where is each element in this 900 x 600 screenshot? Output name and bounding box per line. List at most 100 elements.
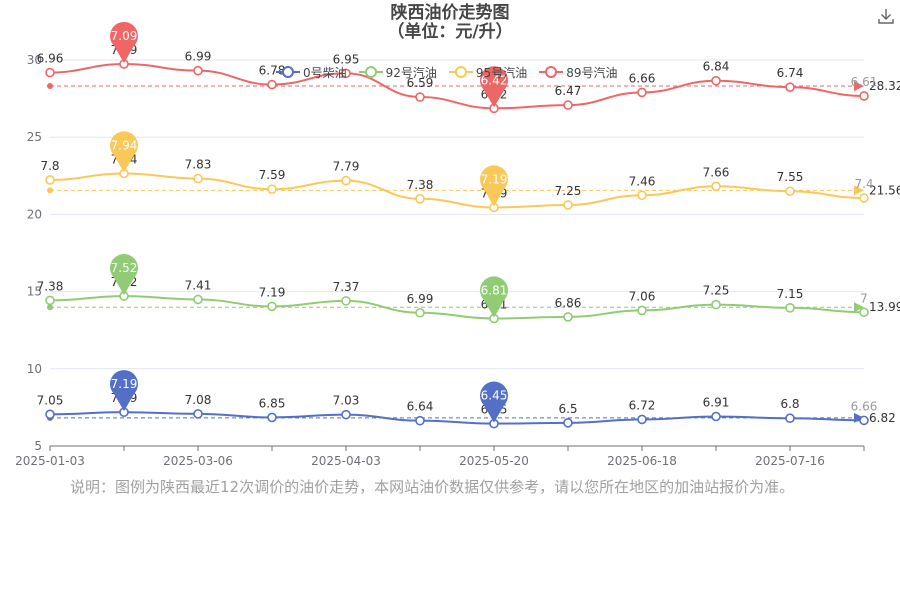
data-point bbox=[193, 173, 203, 184]
data-point bbox=[45, 409, 55, 420]
y-tick-label: 30 bbox=[27, 53, 42, 67]
data-point bbox=[637, 414, 647, 425]
series-4: 28.32 6.96 7.09 6.99 6.78 6.95 6.59 6.42 6.47 6.6… bbox=[37, 21, 900, 114]
data-label: 7.06 bbox=[629, 289, 656, 303]
data-point bbox=[45, 295, 55, 306]
data-point bbox=[415, 194, 425, 204]
max-markpoint: 7.19 bbox=[110, 370, 138, 412]
data-point bbox=[267, 79, 277, 90]
y-tick-label: 10 bbox=[27, 362, 42, 376]
average-line-arrow bbox=[854, 80, 864, 91]
average-line-label: 28.32 bbox=[869, 79, 900, 93]
data-point bbox=[341, 409, 351, 420]
max-markpoint: 7.52 bbox=[110, 254, 138, 296]
data-point bbox=[193, 65, 203, 76]
legend-item[interactable]: 89号汽油 bbox=[539, 64, 617, 81]
chart-title-unit: （单位：元/升） bbox=[387, 22, 513, 42]
min-markpoint: 7.19 bbox=[480, 165, 509, 207]
average-line-label: 13.99 bbox=[869, 300, 900, 314]
data-point bbox=[785, 413, 795, 424]
min-markpoint-label: 7.19 bbox=[481, 172, 508, 186]
data-point bbox=[711, 299, 721, 310]
average-line-arrow bbox=[854, 185, 864, 196]
data-point bbox=[563, 200, 573, 210]
legend-line-icon bbox=[276, 66, 300, 78]
average-line-label: 6.82 bbox=[869, 411, 896, 425]
data-label: 6.66 bbox=[851, 399, 878, 413]
data-point bbox=[711, 411, 721, 422]
data-point bbox=[859, 193, 869, 203]
data-label: 6.74 bbox=[777, 66, 804, 80]
data-label: 6.85 bbox=[259, 396, 286, 410]
y-tick-label: 5 bbox=[34, 439, 42, 453]
min-markpoint-label: 6.81 bbox=[481, 283, 508, 297]
data-point bbox=[859, 307, 869, 318]
x-tick-label: 2025-05-20 bbox=[459, 454, 529, 468]
data-point bbox=[785, 303, 795, 313]
data-point bbox=[193, 409, 203, 419]
download-icon[interactable] bbox=[876, 6, 896, 26]
legend-item[interactable]: 92号汽油 bbox=[358, 64, 437, 81]
data-label: 7.38 bbox=[407, 178, 434, 192]
data-label: 6.66 bbox=[629, 71, 656, 85]
data-label: 7.4 bbox=[854, 177, 873, 191]
average-line-label: 21.56 bbox=[869, 183, 900, 197]
data-label: 7 bbox=[860, 291, 868, 305]
max-markpoint-shape bbox=[110, 131, 138, 173]
legend-item[interactable]: 0号柴油 bbox=[276, 64, 347, 81]
min-markpoint-shape bbox=[479, 66, 508, 108]
data-label: 7.08 bbox=[185, 393, 212, 407]
data-label: 7.66 bbox=[703, 165, 730, 179]
data-label: 6.5 bbox=[558, 402, 577, 416]
x-tick-label: 2025-07-16 bbox=[755, 454, 825, 468]
data-label: 7.25 bbox=[555, 184, 582, 198]
data-label: 7.46 bbox=[629, 174, 656, 188]
legend-item[interactable]: 95号汽油 bbox=[448, 64, 528, 81]
data-label: 7.79 bbox=[333, 160, 360, 174]
data-label: 6.86 bbox=[555, 296, 582, 310]
x-tick-label: 2025-03-06 bbox=[163, 454, 233, 468]
legend-label: 0号柴油 bbox=[303, 65, 347, 80]
data-label: 7.38 bbox=[37, 279, 64, 293]
data-point bbox=[45, 175, 55, 185]
average-line-start bbox=[47, 82, 53, 89]
data-label: 7.83 bbox=[185, 158, 212, 172]
data-point bbox=[563, 312, 573, 322]
legend-label: 92号汽油 bbox=[385, 65, 437, 80]
legend-line-icon bbox=[539, 66, 564, 78]
x-tick-label: 2025-01-03 bbox=[15, 454, 85, 468]
chart-title: 陕西油价走势图 （单位：元/升） bbox=[0, 4, 900, 42]
data-point bbox=[341, 175, 351, 186]
chart-title-main: 陕西油价走势图 bbox=[390, 3, 510, 23]
average-line-start bbox=[47, 187, 53, 194]
min-markpoint-label: 6.45 bbox=[481, 389, 508, 403]
max-markpoint-shape bbox=[110, 21, 138, 64]
series-3: 21.56 7.8 7.94 7.83 7.59 7.79 7.38 7.19 7.25 7.46… bbox=[40, 131, 900, 213]
data-label: 7.03 bbox=[333, 394, 360, 408]
data-label: 7.41 bbox=[185, 278, 212, 292]
x-tick-label: 2025-04-03 bbox=[311, 454, 381, 468]
average-line-start bbox=[47, 304, 53, 311]
data-point bbox=[341, 68, 351, 79]
min-markpoint: 6.42 bbox=[479, 66, 508, 108]
data-point bbox=[193, 294, 203, 305]
y-tick-label: 15 bbox=[27, 285, 42, 299]
legend-label: 95号汽油 bbox=[475, 65, 528, 80]
data-label: 7.19 bbox=[259, 285, 286, 299]
max-markpoint-shape bbox=[110, 370, 138, 412]
data-point bbox=[785, 186, 795, 197]
data-label: 6.64 bbox=[407, 400, 434, 414]
data-label: 7.55 bbox=[777, 170, 804, 184]
data-point bbox=[637, 190, 647, 201]
data-label: 7.37 bbox=[333, 280, 360, 294]
data-point bbox=[563, 418, 573, 428]
max-markpoint-label: 7.09 bbox=[111, 29, 138, 43]
data-label: 6.99 bbox=[185, 50, 212, 64]
data-point bbox=[267, 301, 277, 312]
data-label: 7.59 bbox=[259, 168, 286, 182]
series-1: 6.82 7.05 7.19 7.08 6.85 7.03 6.64 6.45 6.5 6.72 6… bbox=[37, 370, 896, 429]
data-point bbox=[341, 296, 351, 306]
min-markpoint: 6.45 bbox=[480, 381, 509, 423]
legend-line-icon bbox=[358, 66, 383, 78]
data-label: 6.59 bbox=[407, 76, 434, 90]
